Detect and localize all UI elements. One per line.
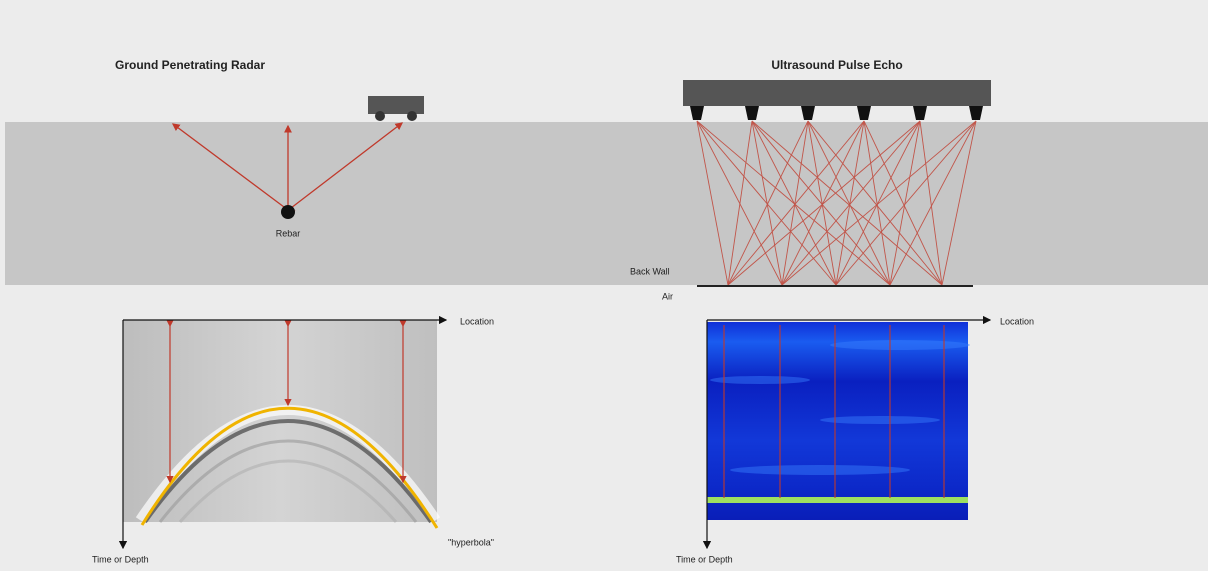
ray	[781, 120, 921, 286]
ultrasound-arrows	[723, 325, 945, 498]
x-axis-label: Location	[1000, 316, 1034, 326]
ray	[727, 120, 921, 286]
transducer	[801, 106, 815, 120]
ray	[863, 120, 891, 286]
ultrasound-rays	[696, 120, 977, 286]
ray	[807, 120, 837, 286]
ray	[727, 120, 753, 286]
ray	[835, 120, 921, 286]
transducer	[913, 106, 927, 120]
y-axis-label: Time or Depth	[676, 554, 733, 564]
rebar	[281, 205, 295, 219]
ray	[889, 120, 921, 286]
ultrasound-axes	[702, 315, 992, 550]
ray	[751, 120, 837, 286]
ray	[835, 120, 865, 286]
transducer	[690, 106, 704, 120]
gpr-axes	[118, 315, 448, 550]
ray	[696, 120, 729, 286]
ray	[781, 120, 809, 286]
back-wall-label: Back Wall	[630, 266, 670, 276]
ray	[889, 120, 977, 286]
ray	[835, 120, 977, 286]
transducer	[745, 106, 759, 120]
ray	[727, 120, 865, 286]
ultrasound-scan	[707, 322, 968, 520]
transducer	[969, 106, 983, 120]
y-axis-label: Time or Depth	[92, 554, 149, 564]
transducer-array	[683, 80, 991, 106]
ray	[751, 120, 783, 286]
ray	[863, 120, 943, 286]
ray	[696, 120, 837, 286]
ray	[727, 120, 809, 286]
x-axis-label: Location	[460, 316, 494, 326]
ray	[781, 120, 865, 286]
ray	[696, 120, 783, 286]
ray	[781, 120, 977, 286]
scan-streaks	[710, 340, 970, 475]
back-wall-echo	[707, 497, 968, 503]
radar-rays	[171, 122, 404, 218]
ultrasound-title: Ultrasound Pulse Echo	[771, 58, 902, 72]
radar-cart	[368, 96, 424, 121]
concrete-slab	[5, 122, 1208, 285]
ray	[807, 120, 891, 286]
rebar-label: Rebar	[276, 228, 301, 238]
air-label: Air	[662, 291, 673, 301]
curve-label: "hyperbola"	[448, 537, 494, 547]
transducer	[857, 106, 871, 120]
ray	[919, 120, 943, 286]
gpr-arrows	[166, 320, 407, 484]
ray	[751, 120, 943, 286]
gpr-title: Ground Penetrating Radar	[115, 58, 265, 72]
transducers	[690, 106, 983, 120]
ray	[807, 120, 943, 286]
ray	[941, 120, 977, 286]
hyperbola-curve	[140, 406, 439, 529]
hyperbola-bands	[135, 405, 441, 524]
ray	[751, 120, 891, 286]
